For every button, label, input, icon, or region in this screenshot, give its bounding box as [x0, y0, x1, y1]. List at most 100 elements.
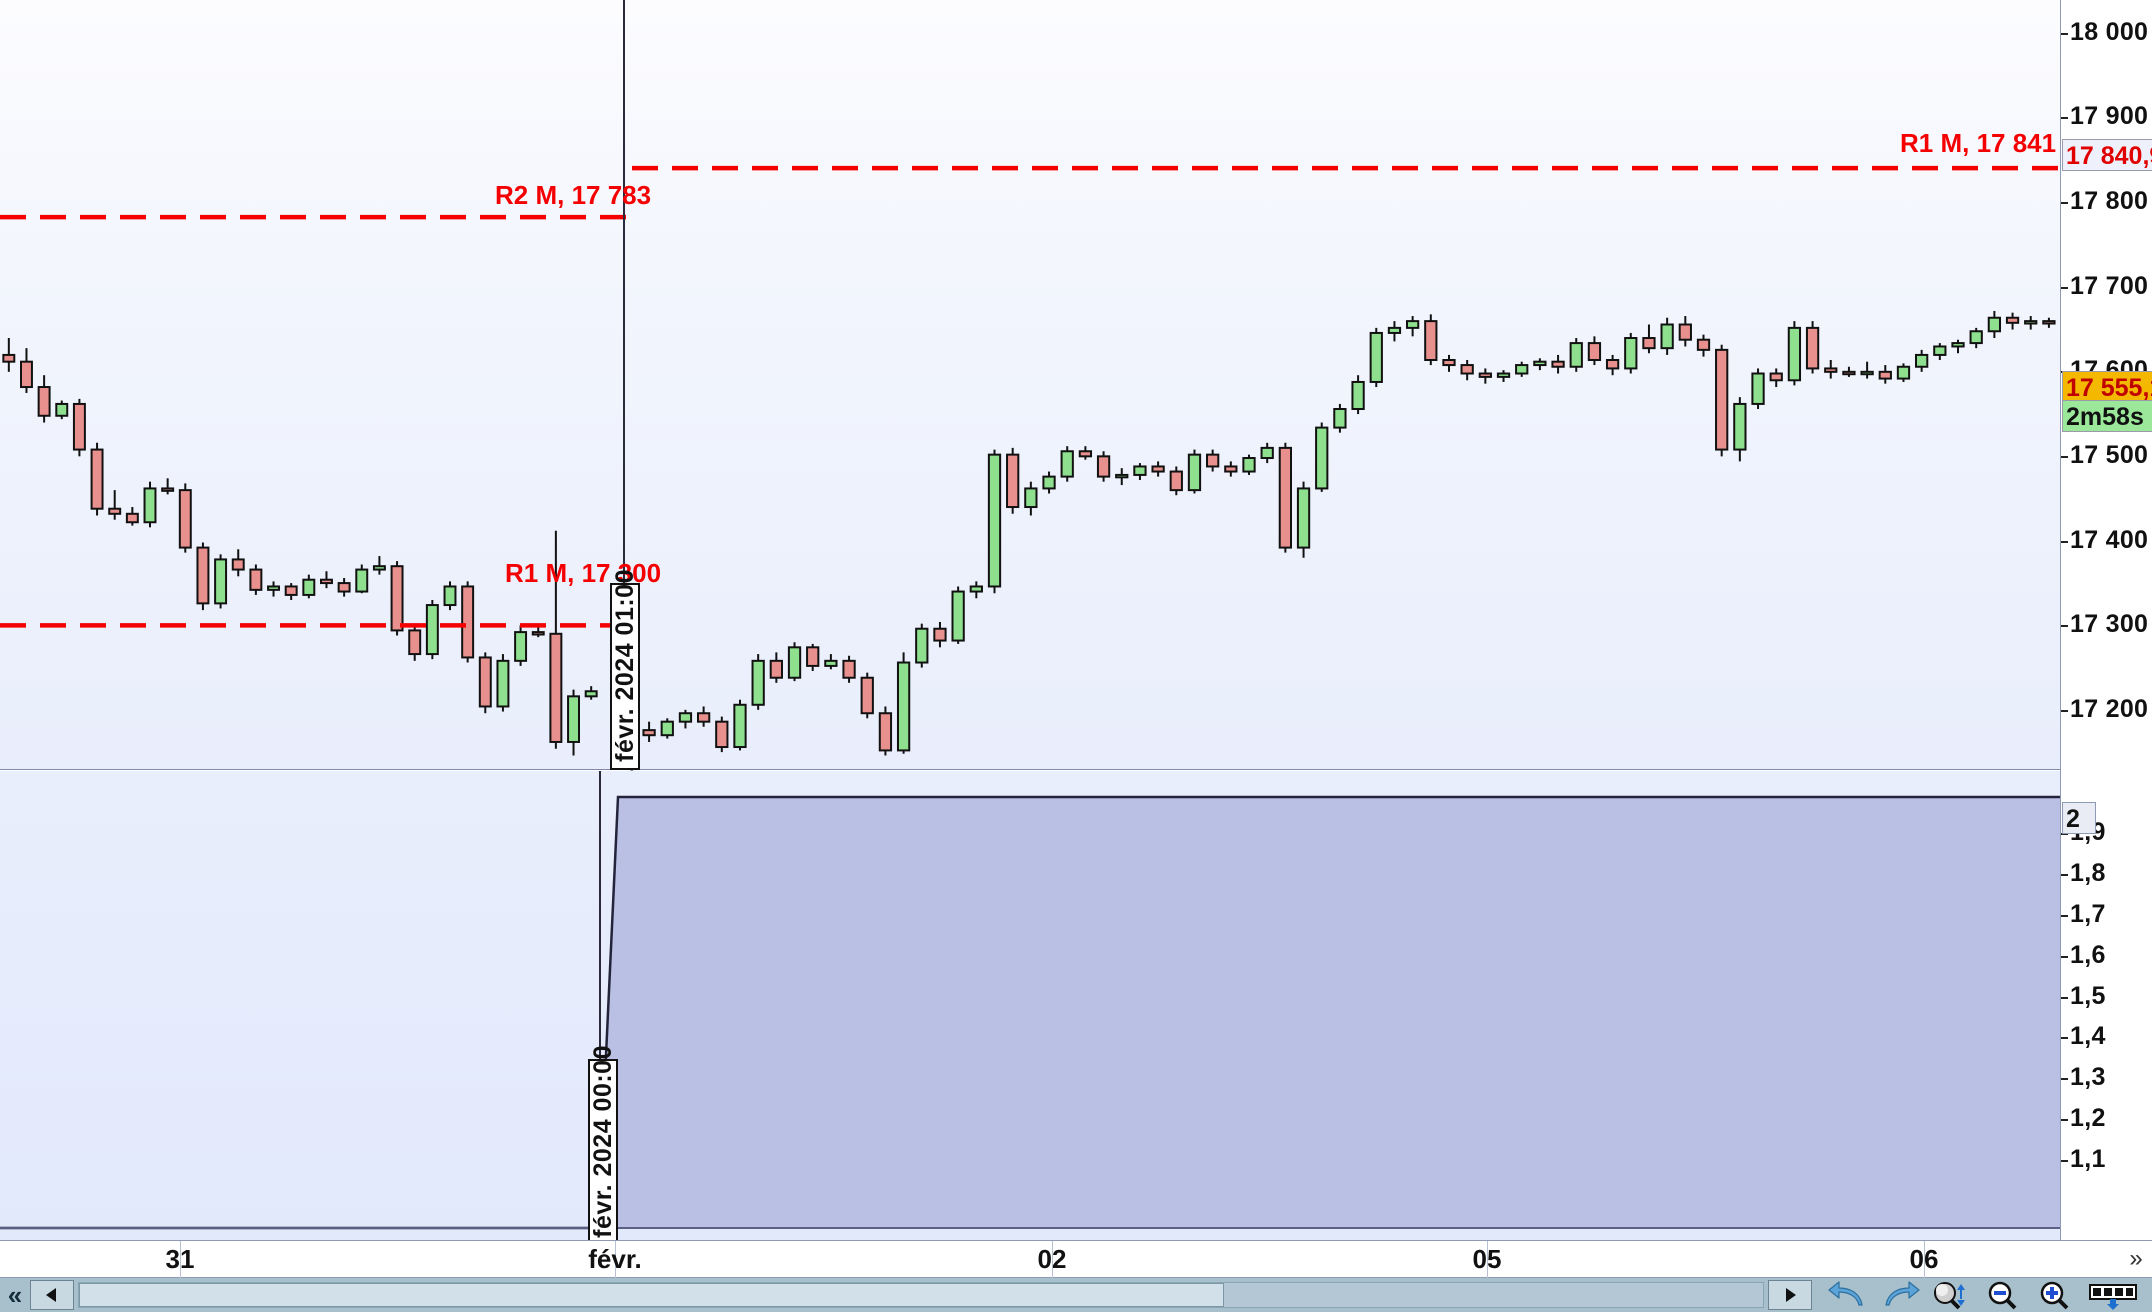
- candlestick: [1387, 321, 1402, 342]
- step-back-button[interactable]: [30, 1280, 74, 1310]
- candle-body: [933, 627, 947, 642]
- candle-body: [751, 659, 765, 706]
- zoom-in-button[interactable]: [2030, 1279, 2082, 1311]
- time-axis-separator: [1487, 1241, 1488, 1279]
- indicator-tick-label: 1,4: [2070, 1022, 2106, 1051]
- candlestick: [1660, 317, 1674, 355]
- candlestick: [2, 338, 16, 372]
- indicator-tick-label: 1,6: [2070, 940, 2106, 969]
- price-tick-label: 18 000: [2070, 17, 2149, 46]
- scrollbar-thumb[interactable]: [79, 1283, 1225, 1307]
- price-tick-label: 17 200: [2070, 694, 2149, 723]
- candle-body: [2005, 316, 2020, 324]
- candle-body: [1042, 475, 1056, 490]
- candle-body: [372, 565, 386, 571]
- bottom-toolbar[interactable]: «: [0, 1278, 2152, 1312]
- tick-mark: [2061, 873, 2068, 876]
- candlestick: [1024, 481, 1038, 516]
- candle-body: [1206, 453, 1220, 468]
- candle-body: [249, 568, 263, 591]
- candlestick: [1896, 363, 1911, 382]
- candlestick: [1551, 354, 1565, 374]
- candle-body: [1224, 465, 1238, 473]
- candle-body: [1696, 338, 1711, 351]
- indicator-pane[interactable]: 1 févr. 2024 00:00: [0, 771, 2060, 1260]
- step-forward-button[interactable]: [1768, 1280, 1812, 1310]
- candlestick: [1624, 332, 1638, 374]
- tick-mark: [2061, 32, 2068, 35]
- layout-button[interactable]: [2082, 1279, 2152, 1311]
- candle-body: [584, 690, 598, 698]
- tick-mark: [2061, 1078, 2068, 1081]
- indicator-tick-label: 1,5: [2070, 981, 2106, 1010]
- undo-button[interactable]: [1822, 1279, 1874, 1311]
- candlestick: [1678, 316, 1692, 347]
- candle-body: [1278, 446, 1293, 549]
- candlestick: [696, 706, 711, 727]
- candlestick: [284, 583, 298, 600]
- price-tick-label: 17 400: [2070, 525, 2149, 554]
- candlestick: [496, 654, 510, 712]
- candle-body: [443, 585, 457, 607]
- candlestick: [915, 623, 929, 668]
- candlestick: [143, 481, 157, 528]
- candle-body: [1496, 372, 1511, 378]
- candlestick: [1569, 338, 1583, 372]
- candle-body: [302, 578, 316, 596]
- candle-body: [1951, 342, 1965, 348]
- candlestick: [1278, 442, 1293, 553]
- candle-body: [1260, 446, 1274, 460]
- candlestick: [1260, 442, 1274, 464]
- candle-body: [461, 585, 475, 659]
- candle-body: [642, 729, 656, 737]
- candle-body: [1242, 457, 1256, 473]
- candlestick: [1460, 359, 1474, 381]
- candlestick: [860, 672, 874, 719]
- time-axis[interactable]: 31 févr. 02 05 06 »: [0, 1240, 2152, 1279]
- candlestick: [1405, 316, 1420, 337]
- date-marker-price-pane[interactable]: 1 févr. 2024 01:00: [610, 569, 640, 784]
- candle-body: [1824, 367, 1838, 373]
- candle-body: [1333, 408, 1347, 429]
- tick-mark: [2061, 996, 2068, 999]
- candlestick: [1078, 446, 1093, 460]
- candle-body: [1351, 380, 1365, 411]
- price-pane[interactable]: R1 M, 17 841 R2 M, 17 783 R1 M, 17 300 1…: [0, 0, 2060, 784]
- indicator-tick-label: 1,3: [2070, 1063, 2106, 1092]
- tick-mark: [2061, 709, 2068, 712]
- candlestick: [531, 627, 545, 638]
- step-area-plot[interactable]: [0, 771, 2060, 1240]
- candle-body: [1387, 326, 1402, 334]
- zoom-out-button[interactable]: [1978, 1279, 2030, 1311]
- triangle-right-icon: [1786, 1288, 1796, 1302]
- candlestick: [842, 655, 856, 683]
- date-marker-indicator-pane[interactable]: 1 févr. 2024 00:00: [588, 1045, 618, 1260]
- candlestick: [969, 581, 983, 599]
- candlestick: [1424, 314, 1438, 366]
- candle-body: [37, 386, 51, 417]
- candlestick: [1915, 349, 1929, 372]
- candlestick: [1442, 354, 1456, 372]
- candlestick-plot[interactable]: [0, 0, 2060, 769]
- candle-body: [1751, 372, 1765, 405]
- candle-body: [1605, 358, 1620, 370]
- candlestick: [769, 652, 783, 683]
- jump-to-start-button[interactable]: «: [7, 1280, 23, 1310]
- candlestick: [178, 483, 192, 553]
- candle-body: [1587, 342, 1602, 361]
- candlestick: [1751, 368, 1765, 410]
- candle-body: [878, 712, 893, 752]
- candlestick: [1587, 336, 1602, 366]
- chart-panes: R1 M, 17 841 R2 M, 17 783 R1 M, 17 300 1…: [0, 0, 2152, 1260]
- candlestick: [320, 571, 333, 589]
- zoom-fit-button[interactable]: [1926, 1279, 1978, 1311]
- candle-body: [787, 646, 802, 679]
- price-tick-label: 17 900: [2070, 102, 2149, 131]
- candlestick: [231, 549, 245, 577]
- candle-body: [1405, 320, 1420, 329]
- candlestick: [787, 642, 802, 682]
- scroll-forward-icon[interactable]: »: [2129, 1245, 2143, 1272]
- redo-button[interactable]: [1874, 1279, 1926, 1311]
- horizontal-scrollbar[interactable]: [78, 1282, 1764, 1308]
